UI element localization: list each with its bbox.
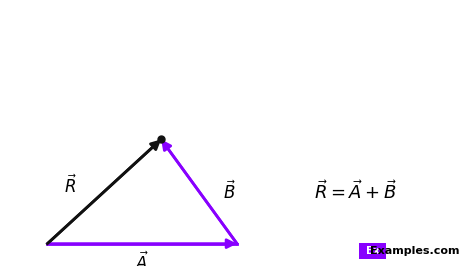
Text: Definition:: Definition: [14, 61, 94, 74]
Text: The Triangle Law of Vector Addition is a fundamental concept in physics used to
: The Triangle Law of Vector Addition is a… [14, 77, 474, 108]
Text: Definition:: Definition: [14, 61, 94, 74]
Text: $\vec{R}=\vec{A}+\vec{B}$: $\vec{R}=\vec{A}+\vec{B}$ [314, 180, 397, 203]
Text: $\vec{A}$: $\vec{A}$ [135, 252, 149, 266]
FancyBboxPatch shape [359, 243, 386, 259]
Text: Ex: Ex [365, 246, 380, 256]
Text: Examples.com: Examples.com [370, 246, 459, 256]
Text: $\vec{R}$: $\vec{R}$ [64, 174, 78, 197]
Text: Triangle Law of Vector Addition: Triangle Law of Vector Addition [14, 9, 474, 37]
Text: $\vec{B}$: $\vec{B}$ [223, 180, 237, 203]
